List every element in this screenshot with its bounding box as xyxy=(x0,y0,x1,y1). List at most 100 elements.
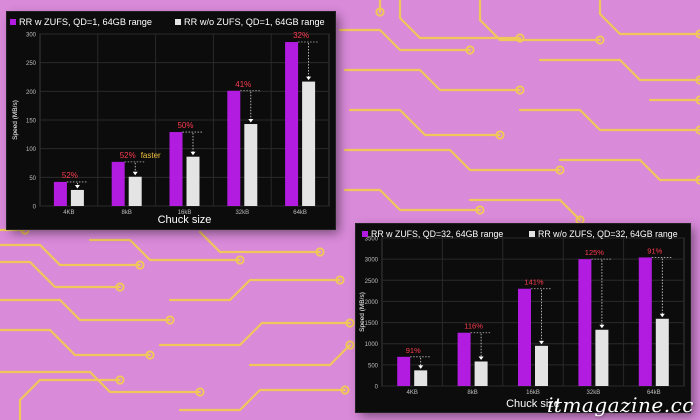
pct-annotation: 52% xyxy=(120,151,136,160)
circuit-pad xyxy=(340,385,350,395)
circuit-trace xyxy=(598,0,700,36)
circuit-pad xyxy=(695,29,700,39)
legend-label-zufs: RR w ZUFS, QD=32, 64GB range xyxy=(371,229,503,239)
chart-qd1: 0 50 100 150 200 250 300 52% 4KB 52% faster 8kB 50% 1… xyxy=(10,17,330,226)
circuit-pad xyxy=(695,125,700,135)
y-tick-label: 0 xyxy=(375,385,379,391)
bar-no-zufs xyxy=(186,156,200,206)
circuit-pad xyxy=(575,215,585,225)
circuit-trace xyxy=(343,188,482,212)
circuit-pad xyxy=(695,95,700,105)
circuit-pad xyxy=(315,247,325,257)
legend-swatch-no-zufs xyxy=(529,231,535,237)
circuit-trace xyxy=(518,108,700,132)
comparison-arrow-head xyxy=(539,340,544,345)
circuit-trace xyxy=(168,278,342,302)
circuit-trace xyxy=(558,158,700,182)
circuit-trace xyxy=(88,238,242,262)
circuit-pad xyxy=(135,260,145,270)
circuit-trace xyxy=(0,328,152,357)
circuit-pad xyxy=(115,282,125,292)
y-tick-label: 1500 xyxy=(365,321,379,327)
y-tick-label: 150 xyxy=(26,119,37,125)
comparison-arrow-head xyxy=(478,356,484,360)
chart-panel-qd32: 0 500 1000 1500 2000 2500 3000 3500 91% 4KB 116% 8k… xyxy=(356,224,690,412)
bar-no-zufs xyxy=(128,176,142,206)
circuit-trace xyxy=(343,148,562,172)
pct-annotation: 41% xyxy=(235,80,251,89)
pct-annotation: 50% xyxy=(177,121,193,130)
circuit-pad xyxy=(195,387,205,397)
circuit-pad xyxy=(555,165,565,175)
circuit-trace xyxy=(248,343,352,367)
circuit-pad xyxy=(165,315,175,325)
x-tick-label: 64kB xyxy=(293,210,307,216)
y-tick-label: 250 xyxy=(26,61,37,67)
circuit-pad xyxy=(375,7,385,17)
x-axis-title: Chuck size xyxy=(506,398,560,410)
bar-no-zufs xyxy=(535,345,548,386)
legend-swatch-zufs xyxy=(362,231,368,237)
comparison-arrow-head xyxy=(132,171,138,176)
y-tick-label: 300 xyxy=(26,33,37,39)
circuit-pad xyxy=(495,130,505,140)
y-tick-label: 3000 xyxy=(365,258,379,264)
bar-no-zufs xyxy=(302,81,316,206)
pct-annotation: 125% xyxy=(585,248,605,257)
pct-annotation: 116% xyxy=(464,322,483,331)
x-tick-label: 16kB xyxy=(526,390,540,396)
y-axis-title: Speed (MB/s) xyxy=(12,100,19,140)
y-tick-label: 100 xyxy=(26,147,37,153)
y-tick-label: 2000 xyxy=(365,300,379,306)
circuit-trace xyxy=(0,260,122,289)
pct-annotation: 32% xyxy=(293,31,309,40)
circuit-trace xyxy=(348,108,502,137)
circuit-trace xyxy=(0,243,142,267)
circuit-trace xyxy=(478,0,602,42)
legend-swatch-no-zufs xyxy=(175,19,181,25)
circuit-trace xyxy=(343,68,522,92)
circuit-trace xyxy=(0,370,202,394)
legend-swatch-zufs xyxy=(10,19,16,25)
bar-no-zufs xyxy=(414,370,428,386)
y-tick-label: 0 xyxy=(33,205,37,211)
circuit-pad xyxy=(115,375,125,385)
circuit-pad xyxy=(235,255,245,265)
circuit-trace xyxy=(198,230,322,254)
y-tick-label: 1000 xyxy=(365,342,379,348)
circuit-pad xyxy=(595,35,605,45)
comparison-arrow-head xyxy=(418,365,424,369)
x-tick-label: 4KB xyxy=(63,210,74,216)
bar-zufs xyxy=(518,288,531,386)
y-tick-label: 200 xyxy=(26,90,37,96)
bar-zufs xyxy=(53,181,67,206)
circuit-trace xyxy=(18,378,122,420)
comparison-arrow-head xyxy=(659,313,665,318)
comparison-arrow-head xyxy=(74,184,80,189)
bar-no-zufs xyxy=(655,318,669,386)
circuit-pad xyxy=(475,205,485,215)
legend-label-zufs: RR w ZUFS, QD=1, 64GB range xyxy=(19,17,152,27)
x-tick-label: 8kB xyxy=(122,210,132,216)
x-tick-label: 32kB xyxy=(235,210,249,216)
pct-annotation: 52% xyxy=(62,171,78,180)
circuit-pad xyxy=(345,340,355,350)
comparison-arrow-head xyxy=(599,324,605,329)
plot-frame xyxy=(381,237,685,387)
bar-no-zufs xyxy=(244,124,258,206)
y-axis-title: Speed (MB/s) xyxy=(359,292,366,332)
bar-zufs xyxy=(578,259,592,386)
circuit-trace xyxy=(178,388,347,412)
x-tick-label: 8kB xyxy=(467,390,477,396)
circuit-trace xyxy=(468,198,582,222)
circuit-pad xyxy=(465,45,475,55)
pct-annotation: 141% xyxy=(524,278,544,287)
circuit-pad xyxy=(335,275,345,285)
bar-zufs xyxy=(638,257,652,386)
bar-zufs xyxy=(227,90,241,206)
x-axis-title: Chuck size xyxy=(158,214,212,226)
comparison-arrow-head xyxy=(190,151,196,156)
y-tick-label: 500 xyxy=(368,363,379,369)
bar-zufs xyxy=(397,356,411,386)
